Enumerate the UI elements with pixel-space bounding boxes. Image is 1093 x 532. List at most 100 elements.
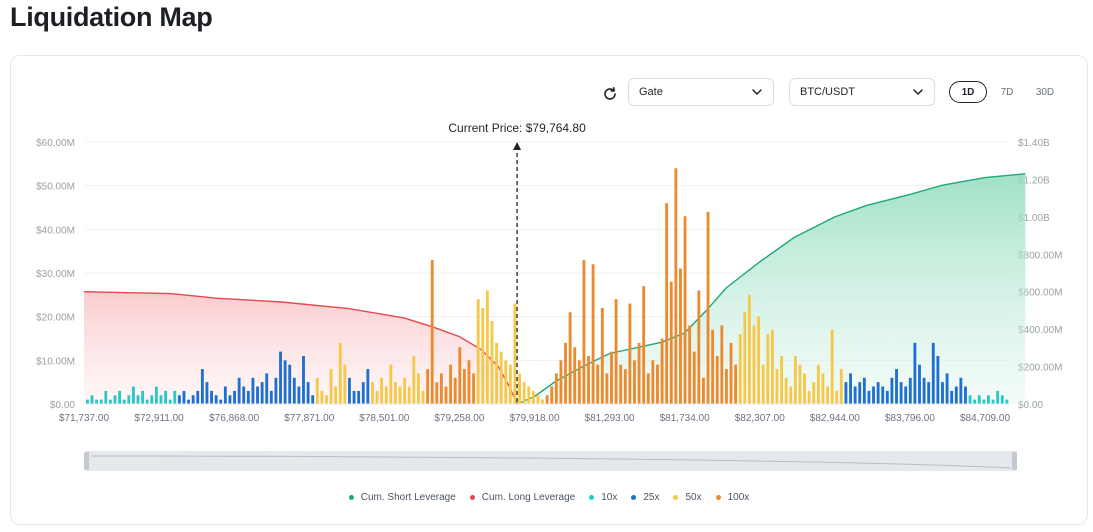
bar-100x[interactable] xyxy=(467,360,471,404)
bar-100x[interactable] xyxy=(619,364,623,404)
bar-25x[interactable] xyxy=(931,342,935,404)
bar-100x[interactable] xyxy=(462,369,466,404)
bar-10x[interactable] xyxy=(991,399,995,404)
bar-50x[interactable] xyxy=(826,386,829,404)
bar-50x[interactable] xyxy=(770,329,774,404)
bar-50x[interactable] xyxy=(821,373,825,404)
bar-50x[interactable] xyxy=(541,399,544,404)
bar-100x[interactable] xyxy=(702,377,705,404)
bar-25x[interactable] xyxy=(927,382,931,404)
bar-25x[interactable] xyxy=(899,382,903,404)
bar-10x[interactable] xyxy=(982,399,986,404)
bar-25x[interactable] xyxy=(205,382,209,404)
bar-50x[interactable] xyxy=(835,390,839,404)
bar-25x[interactable] xyxy=(283,360,287,404)
bar-100x[interactable] xyxy=(706,211,710,404)
bar-50x[interactable] xyxy=(320,390,324,404)
bar-25x[interactable] xyxy=(219,399,223,404)
bar-50x[interactable] xyxy=(412,355,416,404)
bar-10x[interactable] xyxy=(145,399,149,404)
bar-25x[interactable] xyxy=(352,390,356,404)
timeframe-30d-button[interactable]: 30D xyxy=(1035,86,1055,98)
bar-25x[interactable] xyxy=(196,390,200,404)
bar-100x[interactable] xyxy=(610,351,613,404)
bar-25x[interactable] xyxy=(849,373,852,404)
bar-25x[interactable] xyxy=(954,386,958,404)
bar-10x[interactable] xyxy=(95,399,99,404)
bar-10x[interactable] xyxy=(122,399,126,404)
bar-10x[interactable] xyxy=(168,399,172,404)
bar-10x[interactable] xyxy=(173,390,177,404)
bar-25x[interactable] xyxy=(945,373,949,404)
bar-25x[interactable] xyxy=(200,369,204,404)
bar-25x[interactable] xyxy=(191,395,195,404)
bar-50x[interactable] xyxy=(334,386,338,404)
bar-100x[interactable] xyxy=(642,286,646,404)
bar-50x[interactable] xyxy=(743,312,747,404)
bar-50x[interactable] xyxy=(816,364,820,404)
bar-50x[interactable] xyxy=(775,369,779,404)
bar-50x[interactable] xyxy=(780,355,784,404)
bar-100x[interactable] xyxy=(711,329,715,404)
bar-10x[interactable] xyxy=(141,390,145,404)
bar-50x[interactable] xyxy=(522,382,526,404)
zoom-slider-track[interactable] xyxy=(85,451,1017,471)
bar-25x[interactable] xyxy=(242,386,246,404)
bar-25x[interactable] xyxy=(288,364,292,404)
bar-10x[interactable] xyxy=(109,399,112,404)
bar-50x[interactable] xyxy=(398,386,402,404)
bar-100x[interactable] xyxy=(669,281,673,404)
bar-100x[interactable] xyxy=(568,312,572,404)
bar-25x[interactable] xyxy=(348,377,351,404)
bar-25x[interactable] xyxy=(959,377,963,404)
bar-50x[interactable] xyxy=(421,390,425,404)
bar-50x[interactable] xyxy=(803,373,806,404)
bar-50x[interactable] xyxy=(793,355,797,404)
bar-50x[interactable] xyxy=(504,360,508,404)
bar-25x[interactable] xyxy=(950,390,954,404)
bar-100x[interactable] xyxy=(453,377,457,404)
bar-50x[interactable] xyxy=(761,364,765,404)
bar-50x[interactable] xyxy=(495,342,498,404)
bar-25x[interactable] xyxy=(936,355,940,404)
bar-100x[interactable] xyxy=(683,216,687,404)
timeframe-1d-button[interactable]: 1D xyxy=(949,81,987,103)
bar-50x[interactable] xyxy=(527,386,531,404)
bar-100x[interactable] xyxy=(582,259,586,404)
bar-25x[interactable] xyxy=(366,369,370,404)
bar-100x[interactable] xyxy=(651,360,655,404)
bar-25x[interactable] xyxy=(210,390,213,404)
bar-50x[interactable] xyxy=(407,386,411,404)
bar-100x[interactable] xyxy=(679,268,682,404)
pair-select[interactable]: BTC/USDT xyxy=(789,78,935,106)
bar-10x[interactable] xyxy=(1000,395,1004,404)
bar-50x[interactable] xyxy=(403,377,407,404)
legend-item-50x[interactable]: 50x xyxy=(673,492,702,503)
bar-50x[interactable] xyxy=(481,307,485,404)
bar-25x[interactable] xyxy=(895,369,898,404)
bar-25x[interactable] xyxy=(237,377,241,404)
bar-10x[interactable] xyxy=(131,386,135,404)
bar-10x[interactable] xyxy=(973,399,977,404)
bar-50x[interactable] xyxy=(738,334,742,404)
bar-25x[interactable] xyxy=(311,395,315,404)
bar-25x[interactable] xyxy=(246,390,250,404)
bar-100x[interactable] xyxy=(573,347,577,404)
bar-25x[interactable] xyxy=(964,386,967,404)
bar-25x[interactable] xyxy=(182,390,186,404)
bar-25x[interactable] xyxy=(256,386,259,404)
bar-50x[interactable] xyxy=(513,303,517,404)
bar-25x[interactable] xyxy=(918,364,921,404)
bar-50x[interactable] xyxy=(757,316,761,404)
bar-10x[interactable] xyxy=(99,399,103,404)
bar-10x[interactable] xyxy=(90,395,94,404)
bar-25x[interactable] xyxy=(269,390,273,404)
legend-item-cum-long[interactable]: Cum. Long Leverage xyxy=(469,492,575,503)
bar-100x[interactable] xyxy=(623,369,627,404)
bar-100x[interactable] xyxy=(660,338,664,405)
bar-25x[interactable] xyxy=(890,377,894,404)
bar-100x[interactable] xyxy=(692,351,696,404)
bar-50x[interactable] xyxy=(839,369,843,404)
bar-50x[interactable] xyxy=(380,377,384,404)
bar-100x[interactable] xyxy=(725,369,728,404)
